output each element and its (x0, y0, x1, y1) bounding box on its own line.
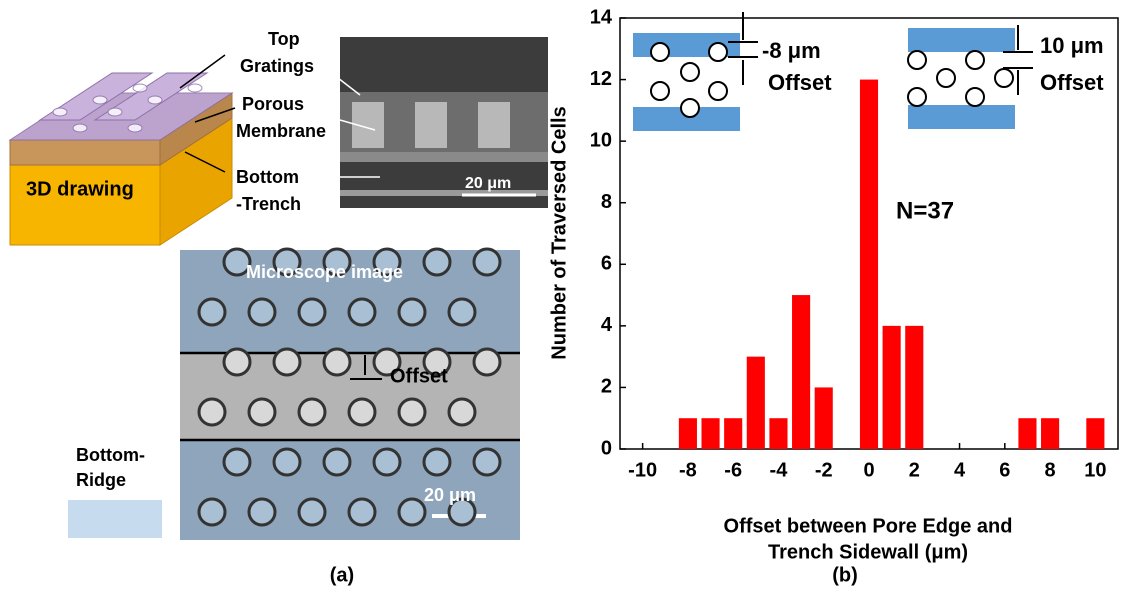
label: -Trench (236, 194, 301, 214)
pore (249, 499, 275, 525)
pore (374, 449, 400, 475)
pore (474, 249, 500, 275)
y-tick-label: 12 (590, 68, 612, 90)
pore (224, 449, 250, 475)
y-tick-label: 8 (601, 191, 612, 213)
pore (299, 499, 325, 525)
pore (399, 299, 425, 325)
x-tick-label: 4 (954, 459, 966, 481)
x-tick-label: -4 (770, 459, 789, 481)
pore (249, 299, 275, 325)
x-tick-label: 8 (1045, 459, 1056, 481)
panel-label: (a) (330, 564, 354, 586)
figure: Top Gratings Porous Membrane Bottom -Tre… (0, 0, 1132, 592)
bar (701, 418, 719, 449)
x-tick-label: 2 (909, 459, 920, 481)
bar (769, 418, 787, 449)
label: Offset (390, 365, 448, 387)
pore (274, 349, 300, 375)
label: Porous (242, 94, 304, 114)
y-tick-label: 0 (601, 437, 612, 459)
pore (299, 299, 325, 325)
pore (424, 449, 450, 475)
label: Top (268, 29, 300, 49)
y-tick-label: 4 (601, 314, 613, 336)
annotation: N=37 (896, 197, 954, 224)
x-tick-label: -2 (815, 459, 833, 481)
y-tick-label: 14 (590, 6, 613, 28)
bottom-ridge-swatch (68, 500, 162, 538)
inset-right (908, 25, 1033, 129)
annotation: -8 μm (762, 38, 821, 63)
bar (1041, 418, 1059, 449)
label: Microscope image (246, 262, 403, 282)
x-tick-label: -6 (724, 459, 742, 481)
x-tick-label: -10 (628, 459, 657, 481)
pore (199, 399, 225, 425)
pore (399, 499, 425, 525)
bar (679, 418, 697, 449)
annotation: Offset (768, 70, 832, 95)
label: Ridge (76, 470, 126, 490)
x-tick-label: -8 (679, 459, 697, 481)
x-tick-label: 0 (863, 459, 874, 481)
pore (324, 349, 350, 375)
x-axis-title: Trench Sidewall (μm) (768, 541, 968, 563)
pore (274, 449, 300, 475)
pore (474, 449, 500, 475)
y-tick-label: 10 (590, 129, 612, 151)
label: Gratings (240, 56, 314, 76)
pore (449, 399, 475, 425)
bar (1018, 418, 1036, 449)
pore (399, 399, 425, 425)
pore (299, 399, 325, 425)
sem-image (338, 37, 548, 208)
label: Bottom (236, 167, 299, 187)
label: 20 μm (424, 485, 476, 505)
bar (860, 80, 878, 449)
label: 3D drawing (26, 178, 134, 200)
bar (724, 418, 742, 449)
pore (249, 399, 275, 425)
pore (474, 349, 500, 375)
y-tick-label: 2 (601, 376, 612, 398)
label: 20 μm (465, 175, 511, 192)
x-tick-label: 10 (1084, 459, 1106, 481)
bar (815, 387, 833, 449)
pore (199, 499, 225, 525)
pore (349, 299, 375, 325)
y-axis-title: Number of Traversed Cells (548, 106, 570, 359)
pore (224, 349, 250, 375)
pore (349, 499, 375, 525)
inset-left (633, 12, 758, 131)
pore (424, 249, 450, 275)
y-tick-label: 6 (601, 253, 612, 275)
label: Membrane (236, 121, 326, 141)
bar (905, 326, 923, 449)
bar (1086, 418, 1104, 449)
bar (883, 326, 901, 449)
pore (199, 299, 225, 325)
annotation: 10 μm (1040, 33, 1104, 58)
x-tick-label: 6 (999, 459, 1010, 481)
pore (449, 299, 475, 325)
annotation: Offset (1040, 70, 1104, 95)
bar (792, 295, 810, 449)
bar (747, 357, 765, 449)
label: Bottom- (76, 445, 145, 465)
pore (324, 449, 350, 475)
panel-label: (b) (832, 564, 858, 586)
3d-drawing (10, 55, 235, 245)
x-axis-title: Offset between Pore Edge and (724, 515, 1013, 537)
pore (349, 399, 375, 425)
